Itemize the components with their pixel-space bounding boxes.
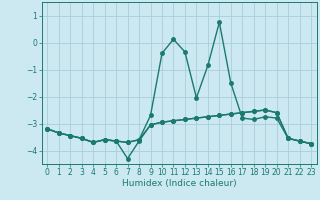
X-axis label: Humidex (Indice chaleur): Humidex (Indice chaleur) [122, 179, 236, 188]
